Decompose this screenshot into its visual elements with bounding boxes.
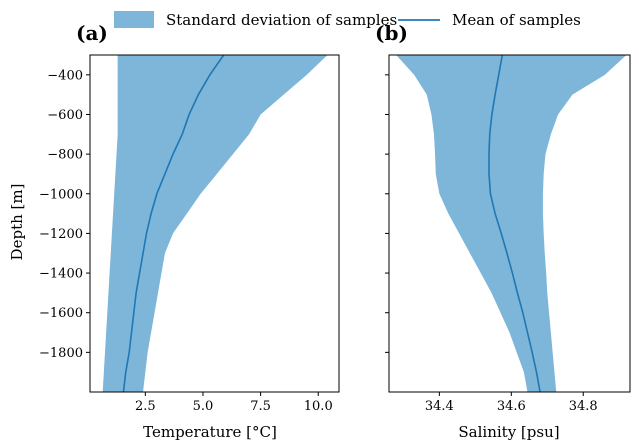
salinity-std-band [396, 55, 627, 392]
temperature-xtick-label: 2.5 [135, 399, 156, 414]
salinity-xtick-label: 34.6 [497, 399, 526, 414]
temperature-ytick-label: −1600 [39, 306, 83, 321]
temperature-ytick-label: −400 [47, 68, 83, 83]
temperature-ytick-label: −1200 [39, 227, 83, 242]
temperature-ytick-label: −800 [47, 148, 83, 163]
legend-label-mean: Mean of samples [452, 11, 581, 29]
panel-salinity: 34.4 34.6 34.8 [385, 54, 631, 414]
legend-patch-std [114, 11, 154, 28]
salinity-mean-line [488, 54, 541, 393]
panel-temperature: 2.5 5.0 7.5 10.0 −400 −600 −800 −1000 −1200 −1400… [39, 54, 340, 414]
temperature-axes-frame [89, 54, 340, 393]
temperature-ytick-label: −1400 [39, 267, 83, 282]
salinity-xtick-label: 34.4 [425, 399, 454, 414]
legend: Standard deviation of samples Mean of sa… [114, 11, 581, 29]
temperature-xtick-label: 7.5 [250, 399, 271, 414]
salinity-axes-frame [388, 54, 631, 393]
temperature-xtick-label: 5.0 [193, 399, 214, 414]
xlabel-salinity: Salinity [psu] [458, 423, 559, 441]
legend-label-std: Standard deviation of samples [166, 11, 397, 29]
temperature-xtick-label: 10.0 [304, 399, 333, 414]
panel-label-b: (b) [375, 21, 408, 45]
temperature-std-band [102, 55, 328, 392]
temperature-ytick-label: −1800 [39, 346, 83, 361]
temperature-ytick-label: −600 [47, 108, 83, 123]
temperature-ytick-label: −1000 [39, 187, 83, 202]
panel-label-a: (a) [76, 21, 108, 45]
temperature-mean-line [122, 54, 225, 393]
salinity-xtick-label: 34.8 [569, 399, 598, 414]
ylabel-depth: Depth [m] [8, 184, 26, 261]
xlabel-temperature: Temperature [°C] [143, 423, 277, 441]
